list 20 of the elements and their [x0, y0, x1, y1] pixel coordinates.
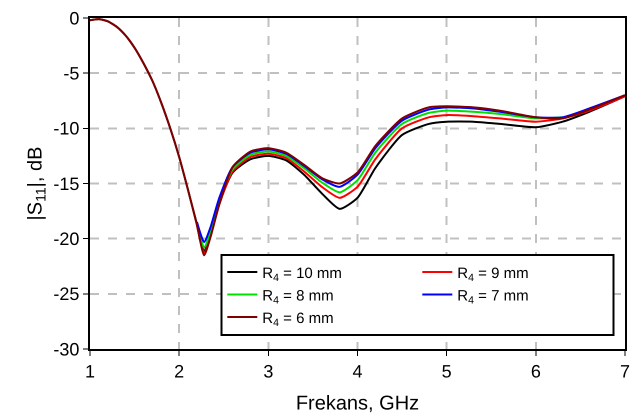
y-tick-label: -30: [53, 339, 80, 360]
y-tick-label: -20: [53, 228, 80, 249]
legend-label: R$_{4}$ = 8 mm: [262, 287, 334, 307]
x-tick-label: 7: [620, 362, 630, 382]
x-tick-label: 6: [530, 362, 541, 382]
x-axis-title: Frekans, GHz: [296, 392, 420, 415]
y-tick-label: 0: [69, 8, 80, 28]
x-tick-label: 5: [442, 362, 452, 382]
x-tick-label: 3: [263, 362, 274, 382]
legend-label: R$_{4}$ = 6 mm: [262, 310, 334, 330]
y-tick-label: -5: [63, 63, 80, 84]
legend-label: R$_{4}$ = 9 mm: [457, 264, 529, 284]
x-tick-label: 4: [352, 362, 363, 382]
y-tick-label: -25: [53, 284, 80, 304]
y-tick-label: -15: [53, 174, 80, 194]
y-tick-label: -10: [53, 118, 80, 139]
x-tick-label: 2: [174, 362, 184, 382]
legend-label: R$_{4}$ = 10 mm: [262, 264, 342, 284]
legend-label: R$_{4}$ = 7 mm: [457, 287, 529, 307]
x-tick-label: 1: [84, 362, 96, 382]
